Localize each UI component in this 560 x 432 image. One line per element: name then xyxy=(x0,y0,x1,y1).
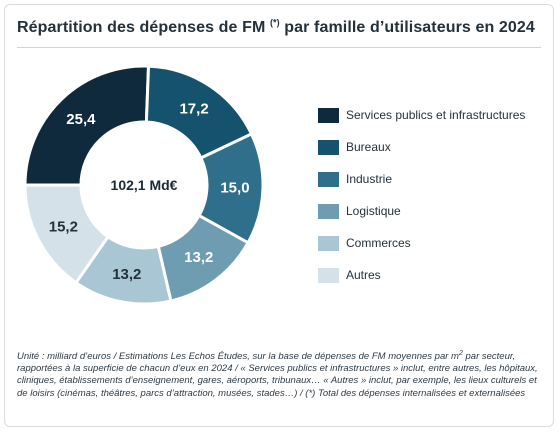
slice-value-label-industrie: 15,0 xyxy=(220,179,249,196)
footnote-rest: par secteur, rapportées à la superficie … xyxy=(17,351,538,399)
legend-item-commerces: Commerces xyxy=(318,227,525,259)
donut-slice-services-publics-et-infrastructures xyxy=(25,64,151,187)
legend-label: Logistique xyxy=(346,204,401,218)
legend-label: Industrie xyxy=(346,172,393,186)
chart-legend: Services publics et infrastructures Burea… xyxy=(318,99,525,291)
title-footnote-marker: (*) xyxy=(269,17,280,28)
legend-swatch xyxy=(318,235,339,251)
slice-value-label-bureaux: 17,2 xyxy=(179,101,208,118)
chart-title: Répartition des dépenses de FM (*) par f… xyxy=(17,17,535,37)
legend-label: Bureaux xyxy=(346,140,391,154)
chart-title-text: Répartition des dépenses de FM xyxy=(17,19,266,36)
chart-footnote: Unité : milliard d’euros / Estimations L… xyxy=(17,349,543,400)
legend-swatch xyxy=(318,171,339,187)
legend-item-logistique: Logistique xyxy=(318,195,525,227)
footnote-sup: 2 xyxy=(458,349,463,357)
chart-card: Répartition des dépenses de FM (*) par f… xyxy=(4,4,554,427)
donut-center-total: 102,1 Md€ xyxy=(111,177,178,193)
chart-title-suffix: par famille d’utilisateurs en 2024 xyxy=(284,19,535,36)
slice-value-label-logistique: 13,2 xyxy=(184,249,213,266)
donut-slice-autres xyxy=(25,183,110,285)
donut-chart: 25,4 17,2 15,0 13,2 13,2 15,2 102,1 Md€ xyxy=(25,64,265,306)
legend-label: Services publics et infrastructures xyxy=(346,108,526,122)
slice-value-label-services-publics-et-infrastructures: 25,4 xyxy=(66,111,96,128)
slice-value-label-commerces: 13,2 xyxy=(112,266,141,283)
legend-swatch xyxy=(318,267,339,283)
legend-item-autres: Autres xyxy=(318,259,525,291)
footnote-line1: Unité : milliard d’euros / Estimations L… xyxy=(17,351,459,362)
legend-swatch xyxy=(318,107,339,123)
title-divider xyxy=(17,47,541,48)
legend-swatch xyxy=(318,203,339,219)
legend-swatch xyxy=(318,139,339,155)
legend-item-services-publics-et-infrastructures: Services publics et infrastructures xyxy=(318,99,525,131)
legend-item-bureaux: Bureaux xyxy=(318,131,525,163)
legend-item-industrie: Industrie xyxy=(318,163,525,195)
legend-label: Commerces xyxy=(346,236,411,250)
slice-value-label-autres: 15,2 xyxy=(49,219,78,236)
legend-label: Autres xyxy=(346,268,381,282)
